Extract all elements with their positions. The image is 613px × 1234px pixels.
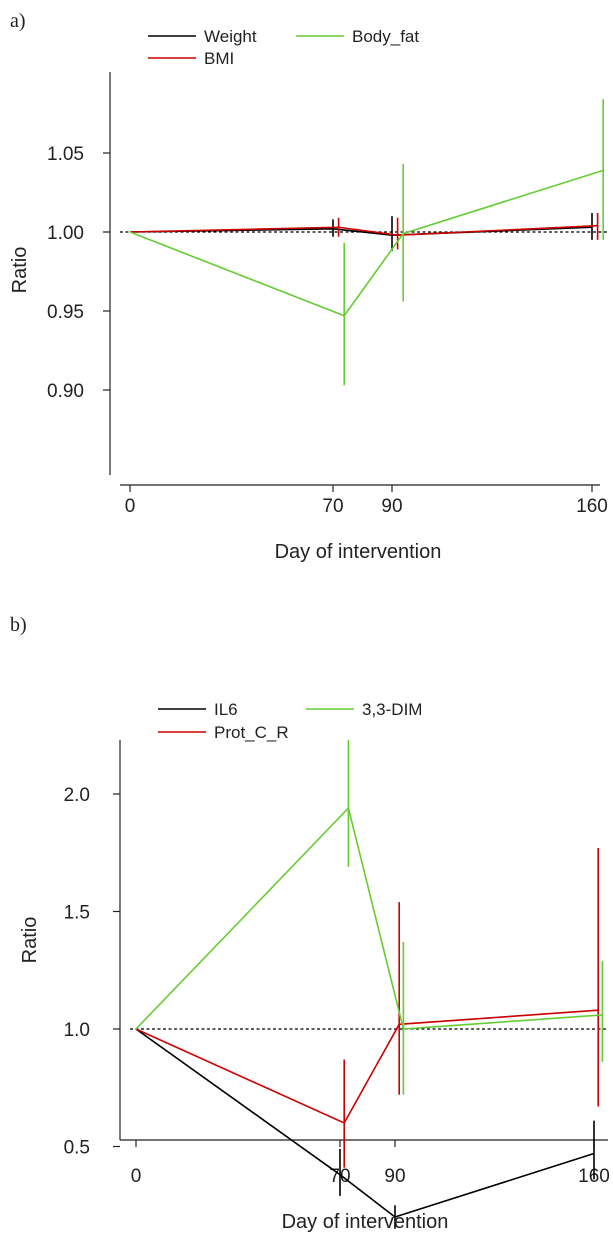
legend-label-3-3-dim: 3,3-DIM (362, 700, 422, 719)
y-ticks: 0.5 1.0 1.5 2.0 (64, 785, 120, 1159)
y-axis-title: Ratio (19, 917, 41, 964)
x-ticks: 0 70 90 160 (125, 485, 608, 517)
legend-entry-body-fat: Body_fat (296, 27, 419, 46)
x-tick-label: 0 (125, 496, 136, 517)
legend-entry-prot-c-r: Prot_C_R (158, 723, 289, 742)
y-tick-label: 0.90 (47, 381, 84, 402)
y-tick-label: 1.00 (47, 223, 84, 244)
y-tick-label: 0.5 (64, 1138, 90, 1159)
legend-entry-weight: Weight (148, 27, 257, 46)
legend-label-il6: IL6 (214, 700, 238, 719)
series-body-fat (129, 99, 605, 386)
series-line-body-fat (129, 169, 604, 317)
panel-label: b) (10, 614, 27, 636)
legend-label-bmi: BMI (204, 49, 234, 68)
legend: IL6 Prot_C_R 3,3-DIM (158, 700, 422, 742)
x-tick-label: 160 (576, 496, 608, 517)
x-tick-label: 90 (384, 1166, 405, 1187)
series-line-prot-c-r (135, 1009, 599, 1125)
series-il6 (135, 1028, 595, 1229)
y-tick-label: 1.0 (64, 1020, 90, 1041)
y-tick-label: 1.05 (47, 144, 84, 165)
x-axis-title: Day of intervention (275, 541, 442, 563)
panel-label: a) (10, 10, 26, 32)
y-tick-label: 0.95 (47, 302, 84, 323)
series-line-il6 (135, 1028, 595, 1218)
y-tick-label: 2.0 (64, 785, 90, 806)
x-tick-label: 90 (381, 496, 402, 517)
x-axis-title: Day of intervention (282, 1211, 449, 1233)
chart-panel-a: a) 0.90 0.95 1.00 1.05 0 70 90 160 Ratio Day o… (9, 10, 608, 563)
y-ticks: 0.90 0.95 1.00 1.05 (47, 144, 110, 402)
series-line-3-3-dim (135, 806, 603, 1030)
legend-entry-bmi: BMI (148, 49, 234, 68)
x-ticks: 0 70 90 160 (131, 1140, 610, 1187)
x-tick-label: 70 (322, 496, 343, 517)
series-bmi (129, 213, 599, 250)
chart-panel-b: b) 0.51.01.52.0 0 70 90 160 Ratio Day of in… (10, 614, 610, 1233)
plot-area: 0.90 0.95 1.00 1.05 0 70 90 160 (47, 72, 608, 517)
y-tick-label: 1.5 (64, 903, 90, 924)
legend-entry-3-3-dim: 3,3-DIM (306, 700, 422, 719)
y-axis-title: Ratio (9, 247, 31, 294)
series-3-3-dim (135, 739, 604, 1095)
legend-entry-il6: IL6 (158, 700, 238, 719)
x-tick-label: 0 (131, 1166, 142, 1187)
series-prot-c-r (135, 848, 600, 1168)
series-line-bmi (129, 224, 598, 236)
legend-label-body-fat: Body_fat (352, 27, 419, 46)
legend-label-weight: Weight (204, 27, 257, 46)
legend-label-prot-c-r: Prot_C_R (214, 723, 289, 742)
legend: Weight BMI Body_fat (148, 27, 419, 68)
plot-area: 0.51.01.52.0 0 70 90 160 (64, 739, 610, 1229)
series-layer (135, 739, 604, 1229)
series-layer (129, 99, 605, 386)
